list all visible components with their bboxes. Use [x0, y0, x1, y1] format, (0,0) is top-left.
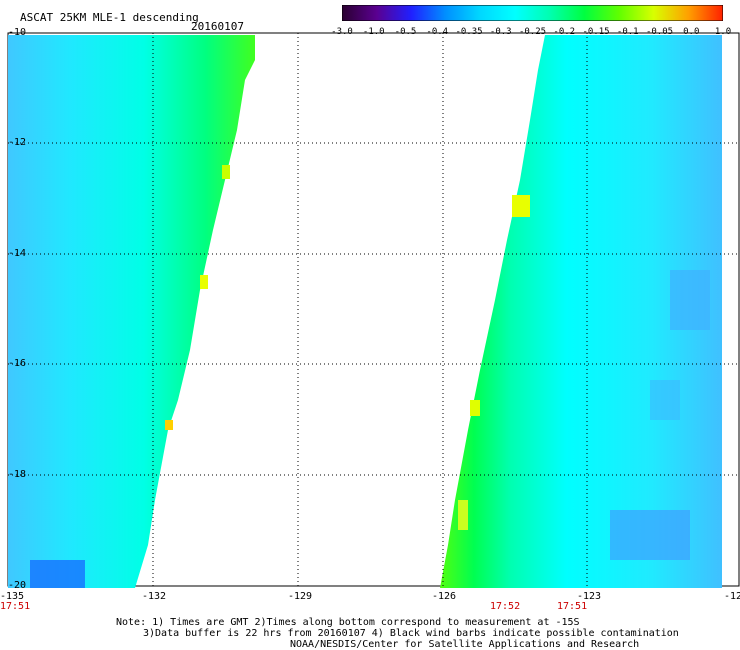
colorbar-tick-label: -0.4 [426, 27, 449, 37]
west-swath [8, 35, 255, 588]
colorbar-tick-label: -0.1 [616, 27, 639, 37]
colorbar-tick-label: -0.25 [518, 27, 547, 37]
colorbar-tick-label: -0.2 [553, 27, 576, 37]
colorbar-tick-label: -1.0 [362, 27, 385, 37]
colorbar-tick-label: -0.35 [455, 27, 483, 37]
lat-label: -20 [8, 580, 27, 591]
east-blue-patch [610, 510, 690, 560]
west-low [30, 560, 85, 588]
colorbar-tick-label: -0.5 [394, 27, 417, 37]
footer-note-1: Note: 1) Times are GMT 2)Times along bot… [116, 617, 580, 628]
time-label: 17:51 [0, 601, 31, 612]
colorbar-tick-label: -0.05 [645, 27, 674, 37]
product-title: ASCAT 25KM MLE-1 descending [20, 11, 199, 24]
east-swath [440, 35, 722, 588]
lon-label: -132 [142, 591, 167, 602]
colorbar-tick-label: -3.0 [331, 27, 353, 37]
lat-label: -12 [8, 137, 27, 148]
west-highlight [165, 420, 173, 430]
lat-label: -10 [8, 27, 27, 38]
colorbar-tick-label: -0.15 [582, 27, 610, 37]
lat-label: -18 [8, 469, 27, 480]
lon-label: -12 [724, 591, 740, 602]
east-highlight [512, 195, 530, 217]
lon-label: -126 [432, 591, 457, 602]
lon-label: -129 [288, 591, 313, 602]
colorbar-tick-label: 1.0 [714, 27, 732, 37]
colorbar-tick-label: -0.3 [489, 27, 512, 37]
colorbar-tick-label: 0.0 [683, 27, 700, 37]
graticule [8, 33, 739, 586]
east-blue-patch [670, 270, 710, 330]
lat-label: -16 [8, 358, 27, 369]
east-highlight [470, 400, 480, 416]
time-label: 17:51 [557, 601, 588, 612]
west-highlight [200, 275, 208, 289]
lon-label: -123 [577, 591, 602, 602]
lon-label: -135 [0, 591, 25, 602]
product-date: 20160107 [191, 20, 244, 33]
east-blue-patch [650, 380, 680, 420]
lat-label: -14 [8, 248, 27, 259]
west-highlight [222, 165, 230, 179]
footer-credit: NOAA/NESDIS/Center for Satellite Applica… [290, 639, 640, 650]
footer-note-2: 3)Data buffer is 22 hrs from 20160107 4)… [143, 628, 679, 639]
time-label: 17:52 [490, 601, 521, 612]
east-highlight [458, 500, 468, 530]
